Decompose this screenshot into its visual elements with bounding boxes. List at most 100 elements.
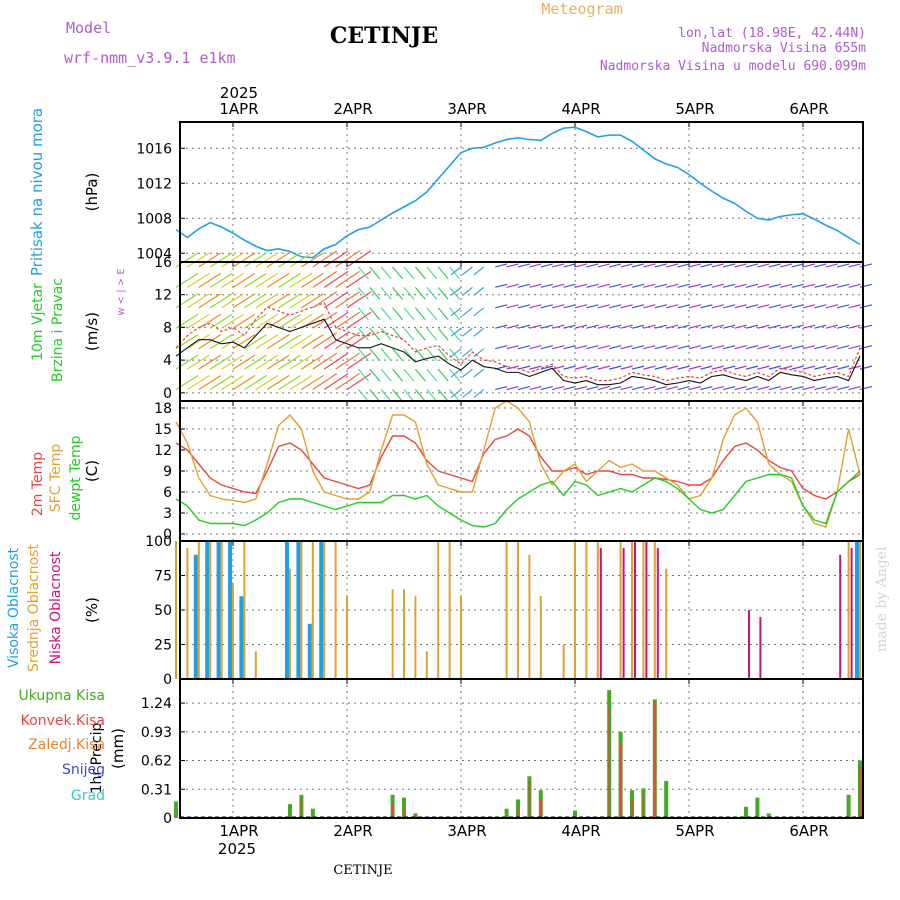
wind-arrow <box>335 311 360 329</box>
wind-arrow <box>450 327 462 337</box>
wind-arrow <box>757 345 770 350</box>
wind-arrow <box>677 304 690 309</box>
wind-arrow <box>450 389 462 399</box>
wind-arrow <box>346 311 372 329</box>
precip-total-bar <box>766 813 771 818</box>
wind-arrow <box>666 365 679 370</box>
wind-arrow <box>506 345 519 350</box>
wind-arrow <box>187 272 210 288</box>
wind-arrow <box>414 286 426 300</box>
cloud-bar <box>319 541 324 679</box>
cloud-bar <box>656 547 659 679</box>
wind-arrow <box>723 345 736 350</box>
wind-arrow <box>540 263 553 268</box>
wind-arrow <box>403 327 415 341</box>
wind-arrow <box>473 327 485 337</box>
wind-arrow <box>620 263 633 268</box>
wind-arrow <box>757 263 770 268</box>
wind-arrow <box>620 283 633 288</box>
wind-arrow <box>723 365 736 370</box>
wind-arrow <box>473 307 485 317</box>
date-label-top: 2APR <box>333 100 372 118</box>
station-title: CETINJE <box>330 23 438 49</box>
wind-arrow <box>266 293 290 309</box>
wind-arrow <box>335 373 360 391</box>
wind-arrow <box>631 365 645 370</box>
wind-arrow <box>517 324 531 329</box>
precip-conv-bar <box>517 808 519 818</box>
wind-gust-line <box>175 302 861 382</box>
wind-arrow <box>563 263 576 268</box>
wind-arrow <box>244 313 267 329</box>
wind-arrow <box>609 283 622 288</box>
wind-arrow <box>529 345 542 350</box>
wind-arrow <box>666 263 679 268</box>
precip-total-bar <box>310 808 315 818</box>
wind-arrow <box>688 385 702 391</box>
wind-arrow <box>369 266 381 280</box>
wind-arrow <box>495 263 508 268</box>
date-label-top: 3APR <box>447 100 486 118</box>
y-axis-label: (hPa) <box>83 173 101 212</box>
wind-arrow <box>449 286 461 300</box>
wind-arrow <box>791 304 804 309</box>
wind-arrow <box>768 283 781 288</box>
wind-arrow <box>369 286 381 300</box>
y-tick-label: 50 <box>154 603 172 619</box>
wind-arrow <box>426 307 438 321</box>
cloud-bar <box>665 568 668 679</box>
wind-arrow <box>198 293 222 309</box>
wind-arrow <box>609 345 622 350</box>
cloud-bar <box>642 541 645 679</box>
y-tick-label: 9 <box>163 464 172 480</box>
wind-arrow <box>654 365 667 370</box>
date-label-bottom: 1APR <box>219 822 258 840</box>
wind-arrow <box>802 283 816 288</box>
precip-legend-label: Ukupna Kisa <box>18 688 105 704</box>
wind-arrow <box>473 368 485 378</box>
wind-arrow <box>666 304 679 309</box>
panel-5: 1.24 0.93 0.62 0.31 0 (mm)1hr Precip Ukupna Ki… <box>18 678 864 827</box>
precip-total-bar <box>504 808 509 818</box>
wind-arrow <box>825 283 838 288</box>
y-axis-label: (mm) <box>109 728 127 769</box>
wind-arrow <box>780 304 793 309</box>
wind-arrow <box>540 365 553 370</box>
cloud-bar <box>228 541 232 679</box>
wind-arrow <box>597 304 610 309</box>
wind-arrow <box>506 304 519 309</box>
cloud-bar <box>517 541 519 679</box>
cloud-bar <box>323 541 326 679</box>
wind-arrow <box>380 327 392 341</box>
wind-arrow <box>495 345 508 350</box>
wind-arrow <box>449 368 461 382</box>
cloud-bar <box>186 547 189 679</box>
wind-arrow <box>745 345 759 350</box>
wind-arrow <box>597 283 610 288</box>
y-tick-label: 6 <box>163 485 172 501</box>
wind-arrow <box>666 385 679 391</box>
precip-conv-bar <box>619 743 622 818</box>
cloud-bar <box>460 596 462 679</box>
wind-arrow <box>859 345 873 350</box>
wind-arrow <box>734 283 747 288</box>
wind-arrow <box>848 263 861 268</box>
wind-arrow <box>802 385 816 391</box>
wind-arrow <box>654 324 667 329</box>
wind-arrow <box>723 324 736 329</box>
precip-conv-bar <box>403 808 405 818</box>
cloud-bar <box>285 541 289 679</box>
wind-arrow <box>414 307 426 321</box>
cloud-bar <box>193 554 198 679</box>
wind-arrow <box>677 324 690 329</box>
wind-arrow <box>586 324 599 329</box>
wind-arrow <box>187 354 210 370</box>
wind-arrow <box>187 313 210 329</box>
wind-arrow <box>666 283 679 288</box>
date-label-top: 1APR <box>219 100 258 118</box>
temp-series-line <box>175 470 861 528</box>
wind-arrow <box>643 324 656 329</box>
wind-arrow <box>620 345 633 350</box>
wind-arrow <box>380 286 392 300</box>
cloud-legend-label: Niska Oblacnost <box>48 551 64 664</box>
